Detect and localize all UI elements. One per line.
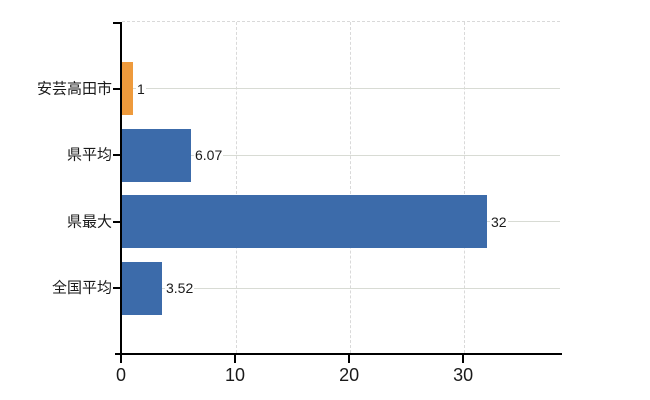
plot-top-border: [122, 21, 560, 22]
x-axis-tick: [462, 355, 465, 363]
gridline-vertical: [349, 22, 351, 353]
bar-value-label: 3.52: [165, 280, 195, 297]
x-axis-tick: [348, 355, 351, 363]
gridline-horizontal: [122, 287, 560, 289]
bar-3: [122, 261, 162, 315]
bar-2: [122, 195, 487, 249]
x-axis-tick-label: 10: [225, 365, 246, 385]
x-axis-line: [115, 353, 562, 355]
category-tick: [113, 154, 121, 157]
x-axis-tick: [234, 355, 237, 363]
x-axis-tick-label: 30: [453, 365, 474, 385]
category-tick: [113, 87, 121, 90]
category-label: 安芸高田市: [36, 80, 112, 98]
category-label: 県最大: [66, 213, 112, 231]
category-label: 県平均: [66, 146, 112, 164]
y-axis-top-tick: [113, 22, 121, 24]
x-axis-tick: [120, 355, 122, 363]
category-label: 全国平均: [51, 279, 112, 297]
category-tick: [113, 287, 121, 290]
bar-1: [122, 128, 191, 182]
category-tick: [113, 220, 121, 223]
bar-value-label: 6.07: [194, 147, 224, 164]
gridline-horizontal: [122, 154, 560, 156]
gridline-horizontal: [122, 88, 560, 90]
bar-0: [122, 62, 133, 116]
y-axis-line: [120, 22, 122, 357]
gridline-vertical: [463, 22, 465, 353]
gridline-vertical: [235, 22, 237, 353]
bar-value-label: 32: [490, 213, 508, 230]
x-axis-tick-label: 0: [115, 365, 127, 385]
bar-value-label: 1: [136, 80, 146, 97]
x-axis-tick-label: 20: [339, 365, 360, 385]
